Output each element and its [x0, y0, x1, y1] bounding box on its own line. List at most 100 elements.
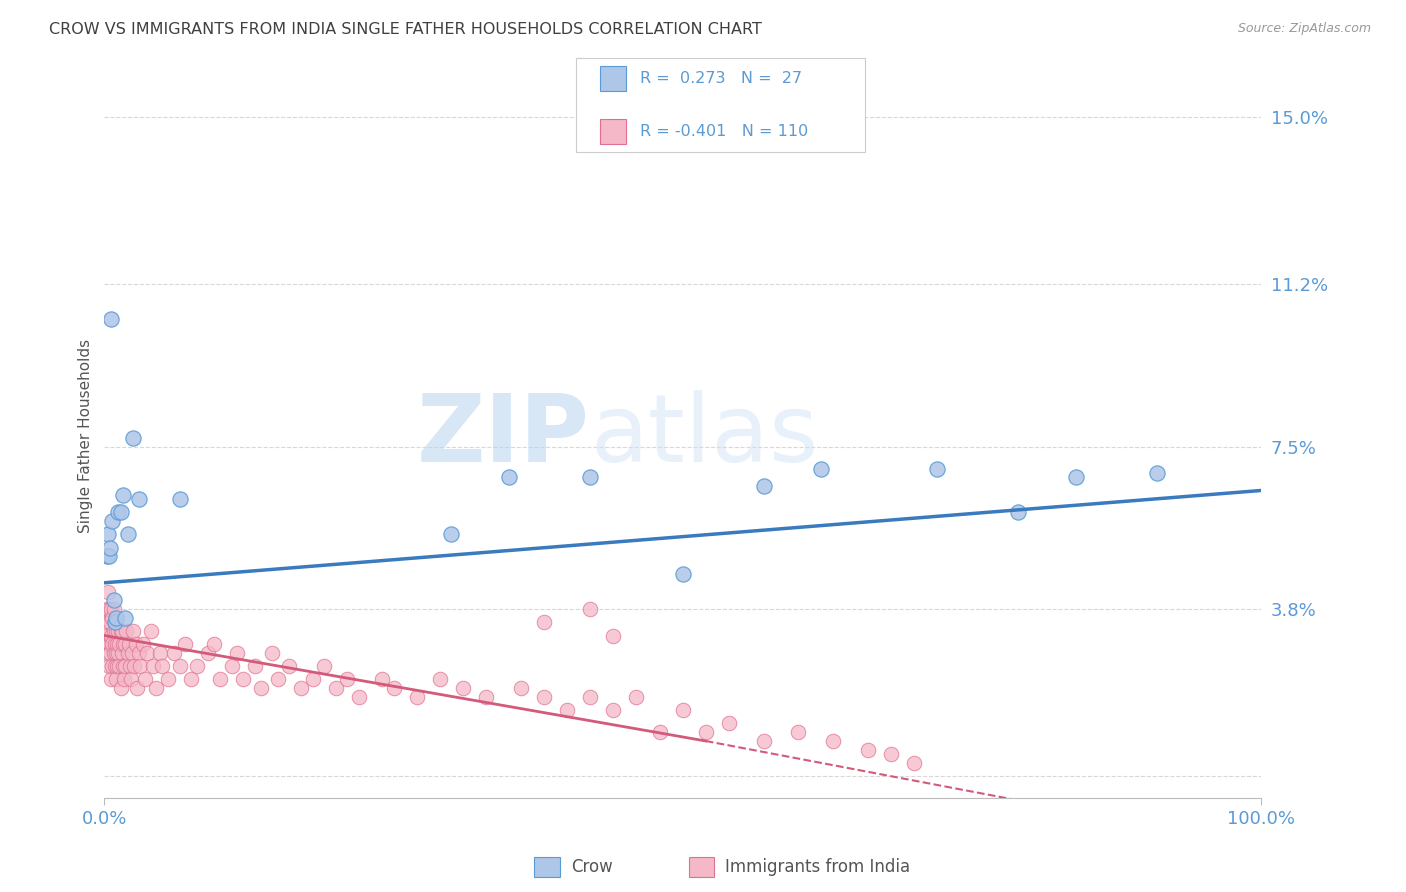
Point	[314, 659, 336, 673]
Point	[129, 659, 152, 673]
Point	[104, 637, 127, 651]
Point	[626, 690, 648, 704]
Point	[278, 659, 301, 673]
Point	[98, 615, 121, 630]
Point	[202, 637, 225, 651]
Point	[101, 514, 124, 528]
Point	[156, 673, 179, 687]
Point	[821, 734, 844, 748]
Point	[405, 690, 427, 704]
Point	[579, 602, 602, 616]
Point	[498, 470, 520, 484]
Point	[226, 646, 249, 660]
Point	[104, 611, 127, 625]
Point	[579, 690, 602, 704]
Point	[856, 743, 879, 757]
Text: R = -0.401   N = 110: R = -0.401 N = 110	[640, 124, 808, 138]
Point	[1007, 506, 1029, 520]
Point	[232, 673, 254, 687]
Point	[124, 659, 146, 673]
Point	[97, 584, 120, 599]
Point	[124, 637, 146, 651]
Point	[325, 681, 347, 696]
Point	[451, 681, 474, 696]
Point	[717, 716, 740, 731]
Point	[104, 673, 127, 687]
Point	[752, 734, 775, 748]
Text: Crow: Crow	[571, 858, 613, 876]
Point	[128, 492, 150, 507]
Point	[120, 673, 142, 687]
Point	[672, 703, 695, 717]
Point	[96, 549, 118, 564]
Point	[440, 527, 463, 541]
Point	[111, 624, 134, 639]
Point	[118, 659, 141, 673]
Point	[121, 646, 143, 660]
Point	[142, 659, 165, 673]
Point	[752, 479, 775, 493]
Point	[94, 611, 117, 625]
Point	[97, 615, 120, 630]
Point	[186, 659, 208, 673]
Point	[103, 646, 125, 660]
Point	[107, 624, 129, 639]
Point	[108, 659, 131, 673]
Point	[602, 703, 624, 717]
Point	[347, 690, 370, 704]
Point	[104, 659, 127, 673]
Point	[111, 659, 134, 673]
Point	[149, 646, 172, 660]
Point	[98, 541, 121, 555]
Point	[105, 659, 128, 673]
Point	[262, 646, 284, 660]
Point	[105, 637, 128, 651]
Point	[122, 431, 145, 445]
Point	[100, 602, 122, 616]
Point	[695, 725, 717, 739]
Point	[925, 461, 948, 475]
Point	[139, 624, 162, 639]
Text: Source: ZipAtlas.com: Source: ZipAtlas.com	[1237, 22, 1371, 36]
Point	[104, 615, 127, 630]
Text: ZIP: ZIP	[418, 390, 591, 482]
Point	[98, 549, 121, 564]
Point	[174, 637, 197, 651]
Text: CROW VS IMMIGRANTS FROM INDIA SINGLE FATHER HOUSEHOLDS CORRELATION CHART: CROW VS IMMIGRANTS FROM INDIA SINGLE FAT…	[49, 22, 762, 37]
Point	[112, 673, 135, 687]
Point	[114, 659, 136, 673]
Point	[163, 646, 186, 660]
Point	[98, 602, 121, 616]
Point	[125, 681, 148, 696]
Point	[117, 646, 139, 660]
Point	[267, 673, 290, 687]
Point	[290, 681, 312, 696]
Point	[97, 646, 120, 660]
Point	[107, 646, 129, 660]
Point	[533, 615, 555, 630]
Point	[903, 756, 925, 770]
Point	[509, 681, 531, 696]
Point	[243, 659, 266, 673]
Point	[579, 470, 602, 484]
Text: Immigrants from India: Immigrants from India	[725, 858, 911, 876]
Point	[371, 673, 394, 687]
Point	[101, 659, 124, 673]
Point	[150, 659, 173, 673]
Point	[180, 673, 202, 687]
Point	[98, 637, 121, 651]
Point	[602, 628, 624, 642]
Point	[429, 673, 451, 687]
Point	[533, 690, 555, 704]
Text: R =  0.273   N =  27: R = 0.273 N = 27	[640, 71, 801, 86]
Point	[555, 703, 578, 717]
Point	[122, 624, 145, 639]
Point	[197, 646, 219, 660]
Point	[100, 673, 122, 687]
Point	[103, 602, 125, 616]
Point	[648, 725, 671, 739]
Point	[1064, 470, 1087, 484]
Point	[118, 637, 141, 651]
Point	[104, 615, 127, 630]
Point	[475, 690, 498, 704]
